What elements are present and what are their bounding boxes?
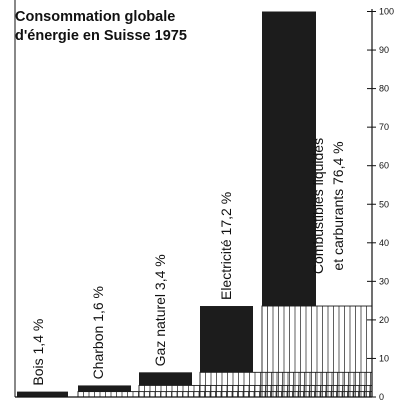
bar-3 — [139, 372, 192, 386]
bar-label-3: Gaz naturel 3,4 % — [152, 254, 168, 366]
bar-4 — [200, 306, 253, 373]
y-tick-label-40: 40 — [379, 238, 389, 248]
y-tick-label-90: 90 — [379, 45, 389, 55]
bar-2 — [78, 385, 131, 392]
bar-1 — [17, 391, 68, 397]
chart-title-line-2: d'énergie en Suisse 1975 — [15, 28, 187, 44]
y-tick-label-30: 30 — [379, 276, 389, 286]
bar-label-5-line-1: Combustibles liquides — [310, 138, 326, 274]
y-tick-label-50: 50 — [379, 199, 389, 209]
y-tick-label-10: 10 — [379, 353, 389, 363]
bar-label-1: Bois 1,4 % — [30, 319, 46, 386]
y-axis: 0 10 20 30 40 50 60 70 80 90 100 — [367, 7, 394, 402]
y-tick-label-20: 20 — [379, 315, 389, 325]
y-tick-label-80: 80 — [379, 84, 389, 94]
y-tick-label-100: 100 — [379, 7, 394, 17]
chart-title: Consommation globale d'énergie en Suisse… — [15, 9, 187, 44]
hatch-layer — [77, 305, 373, 398]
bar-labels-layer: Bois 1,4 % Charbon 1,6 % Gaz naturel 3,4 %… — [30, 138, 346, 386]
bar-label-2: Charbon 1,6 % — [90, 286, 106, 379]
bar-5 — [262, 11, 316, 307]
bar-label-5-line-2: et carburants 76,4 % — [330, 141, 346, 270]
bars-layer — [17, 11, 316, 397]
y-tick-label-70: 70 — [379, 122, 389, 132]
bar-label-4: Electricité 17,2 % — [218, 192, 234, 300]
cumulative-band-4 — [261, 305, 373, 398]
y-tick-label-0: 0 — [379, 392, 384, 402]
y-tick-label-60: 60 — [379, 161, 389, 171]
chart-title-line-1: Consommation globale — [15, 9, 175, 25]
